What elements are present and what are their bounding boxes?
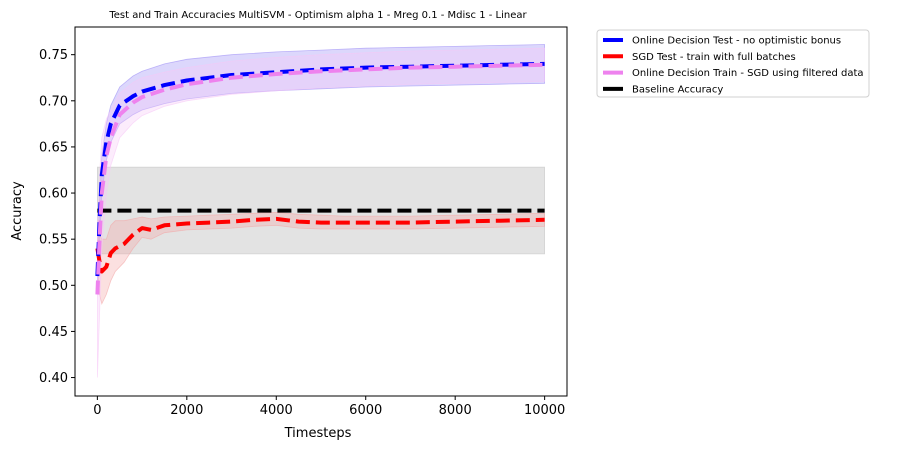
x-tick-label: 2000: [170, 403, 203, 418]
y-tick-label: 0.70: [39, 94, 68, 109]
band-3: [97, 47, 545, 378]
chart-title: Test and Train Accuracies MultiSVM - Opt…: [108, 10, 527, 21]
band-1: [97, 44, 545, 295]
x-tick-label: 4000: [260, 403, 293, 418]
x-axis: 0 2000 4000 6000 8000 10000: [93, 396, 565, 418]
y-tick-label: 0.75: [39, 48, 68, 63]
x-tick-label: 6000: [349, 403, 382, 418]
y-axis: 0.40 0.45 0.50 0.55 0.60 0.65 0.70 0.75: [39, 48, 75, 386]
series-line-3: [95, 62, 545, 295]
y-tick-label: 0.40: [39, 371, 68, 386]
legend-frame: [596, 29, 870, 98]
x-tick-label: 0: [93, 403, 101, 418]
y-tick-label: 0.50: [39, 279, 68, 294]
y-axis-label: Accuracy: [10, 181, 25, 241]
y-tick-label: 0.65: [39, 140, 68, 155]
x-axis-label: Timesteps: [284, 426, 352, 441]
plot-frame: [74, 26, 568, 397]
x-tick-label: 8000: [439, 403, 472, 418]
legend-label-2: SGD Test - train with full batches: [632, 52, 796, 63]
legend: Online Decision Test - no optimistic bon…: [596, 29, 870, 98]
legend-label-4: Baseline Accuracy: [632, 84, 723, 95]
series-line-1: [95, 61, 545, 277]
legend-label-3: Online Decision Train - SGD using filter…: [632, 68, 864, 79]
series-lines: [95, 61, 545, 295]
legend-label-1: Online Decision Test - no optimistic bon…: [632, 36, 841, 47]
series-line-2: [95, 216, 545, 274]
y-tick-label: 0.45: [39, 325, 68, 340]
y-tick-label: 0.60: [39, 187, 68, 202]
y-tick-label: 0.55: [39, 233, 68, 248]
x-tick-label: 10000: [524, 403, 565, 418]
